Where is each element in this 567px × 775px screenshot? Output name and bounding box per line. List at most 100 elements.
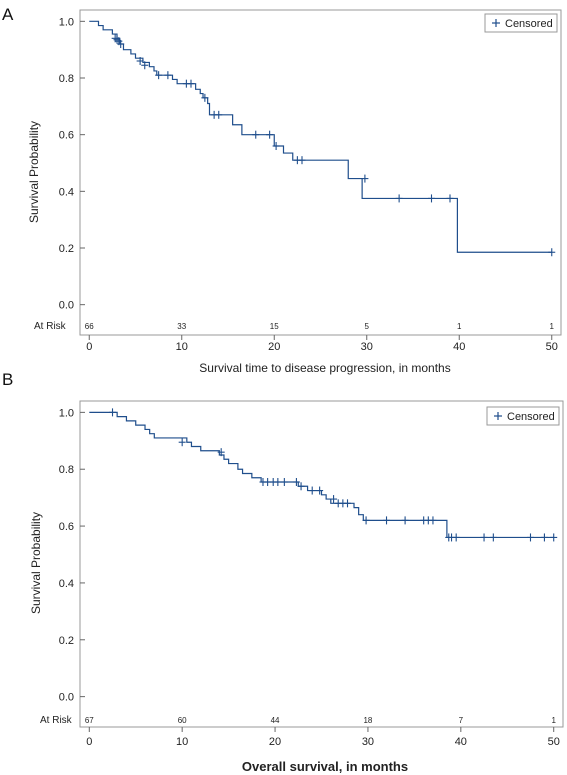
y-tick-label: 0.6 [59,130,74,142]
censor-mark [540,533,548,542]
censor-mark [187,79,195,88]
at-risk-count: 15 [270,322,279,331]
at-risk-count: 44 [271,716,280,725]
x-tick-label: 20 [268,341,280,353]
censor-mark [141,61,149,70]
censor-mark [292,478,300,487]
at-risk-count: 66 [85,322,94,331]
panel-b-censor-marks [109,408,558,542]
censor-mark [550,533,558,542]
at-risk-count: 1 [457,322,462,331]
censor-mark [252,130,260,139]
censor-mark [429,516,437,525]
censor-mark [401,516,409,525]
panel-b-legend-censor-marker [494,412,502,420]
at-risk-count: 5 [365,322,370,331]
censor-mark [446,194,454,203]
panel-a-letter: A [2,5,14,24]
at-risk-count: 67 [85,716,94,725]
censor-mark [155,71,163,80]
censor-mark [548,248,556,257]
x-tick-label: 40 [453,341,465,353]
panel-a-at-risk-label: At Risk [34,321,67,332]
x-tick-label: 10 [176,736,188,748]
censor-mark [344,499,352,508]
y-tick-label: 0.6 [59,521,74,533]
censor-mark [489,533,497,542]
panel-b-x-axis-label: Overall survival, in months [242,759,408,774]
panel-a-x-axis-label: Survival time to disease progression, in… [199,361,450,375]
x-tick-label: 0 [86,736,92,748]
censor-mark [274,478,282,487]
panel-b-legend-box [486,406,560,426]
panel-b: B Survival Probability Overall survival,… [2,370,564,774]
y-tick-label: 0.8 [59,464,74,476]
censor-mark [266,130,274,139]
panel-b-legend-label: Censored [507,411,555,423]
at-risk-count: 60 [178,716,187,725]
panel-a: A Survival Probability Survival time to … [2,5,562,375]
censor-mark [361,174,369,183]
censor-mark [330,495,338,504]
panel-b-plot-frame [79,400,564,728]
x-tick-label: 50 [546,341,558,353]
censor-mark [480,533,488,542]
censor-mark [428,194,435,203]
censor-mark [395,194,403,203]
censor-mark [383,516,391,525]
panel-a-legend-censor-marker [492,19,500,27]
at-risk-count: 1 [551,716,556,725]
panel-a-censor-marks [111,34,556,257]
censor-mark [452,533,460,542]
censor-mark [298,156,306,165]
censor-mark [201,93,209,102]
y-tick-label: 0.4 [59,578,74,590]
censor-mark [316,486,324,495]
x-tick-label: 20 [269,736,281,748]
y-tick-label: 0.8 [59,73,74,85]
censor-mark [280,478,288,487]
panel-b-at-risk-row: 67 60 44 18 7 1 [85,716,557,725]
panel-a-survival-curve [89,20,552,253]
at-risk-count: 1 [550,322,555,331]
censor-mark [215,110,223,119]
panel-a-y-axis-label: Survival Probability [27,121,41,223]
panel-a-at-risk-row: 66 33 15 5 1 1 [85,322,555,331]
y-tick-label: 0.0 [59,692,74,704]
x-tick-label: 0 [86,341,92,353]
x-tick-label: 40 [455,736,467,748]
censor-mark [178,438,186,447]
panel-b-legend: Censored [486,406,560,426]
censor-mark [362,516,370,525]
y-tick-label: 0.4 [59,186,74,198]
panel-b-axes: 0.0 0.2 0.4 0.6 0.8 1.0 0 10 20 30 40 50 [59,407,560,748]
censor-mark [117,40,125,48]
panel-a-legend: Censored [484,13,558,33]
x-tick-label: 30 [361,341,373,353]
at-risk-count: 7 [459,716,464,725]
censor-mark [308,486,316,495]
x-tick-label: 10 [176,341,188,353]
panel-b-y-axis-label: Survival Probability [29,512,43,614]
panel-a-legend-box [484,13,558,33]
x-tick-label: 30 [362,736,374,748]
censor-mark [526,533,534,542]
censor-mark [297,482,305,491]
censor-mark [272,142,280,150]
censor-mark [109,408,117,417]
at-risk-count: 18 [363,716,372,725]
at-risk-count: 33 [177,322,186,331]
panel-a-axes: 0.0 0.2 0.4 0.6 0.8 1.0 0 10 20 30 40 50 [59,16,558,353]
y-tick-label: 1.0 [59,16,74,28]
panel-a-legend-label: Censored [505,18,553,30]
x-tick-label: 50 [548,736,560,748]
panel-b-letter: B [2,370,13,389]
panel-a-plot-frame [79,9,562,336]
panel-b-survival-curve [89,411,554,539]
panel-b-at-risk-label: At Risk [40,715,73,726]
y-tick-label: 0.2 [59,243,74,255]
y-tick-label: 1.0 [59,407,74,419]
censor-mark [136,57,144,65]
y-tick-label: 0.0 [59,300,74,312]
